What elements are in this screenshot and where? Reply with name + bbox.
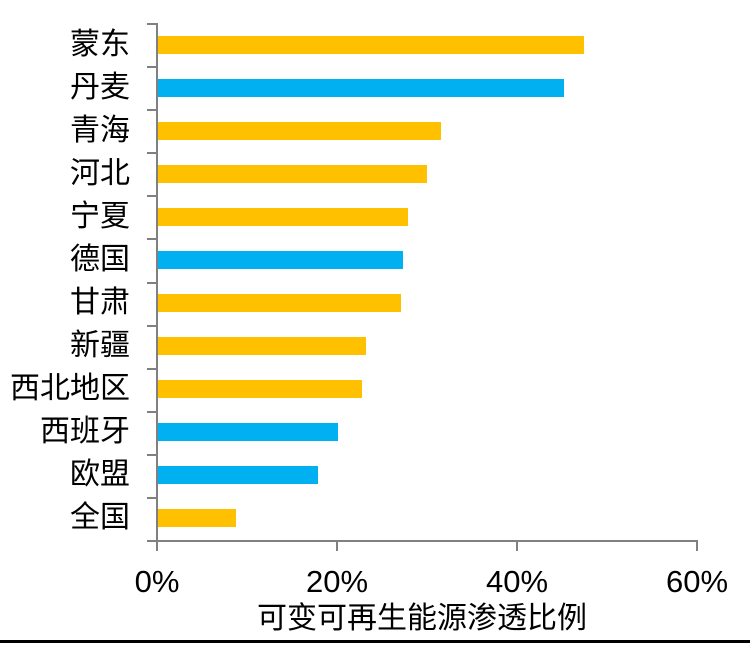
x-tick-label: 20% bbox=[305, 564, 369, 599]
x-axis-tick bbox=[156, 542, 158, 551]
y-axis-tick bbox=[147, 540, 156, 542]
category-label: 西班牙 bbox=[40, 415, 130, 448]
x-tick-label: 40% bbox=[485, 564, 549, 599]
bar bbox=[158, 36, 584, 54]
category-label: 新疆 bbox=[70, 329, 130, 362]
bar bbox=[158, 251, 403, 269]
y-axis-tick bbox=[147, 411, 156, 413]
y-axis-tick bbox=[147, 195, 156, 197]
y-axis-tick bbox=[147, 325, 156, 327]
category-label: 丹麦 bbox=[70, 71, 130, 104]
y-axis-tick bbox=[147, 282, 156, 284]
category-label: 蒙东 bbox=[70, 28, 130, 61]
y-axis-tick bbox=[147, 152, 156, 154]
category-label: 宁夏 bbox=[70, 200, 130, 233]
x-axis-tick bbox=[696, 542, 698, 551]
bottom-rule bbox=[0, 640, 750, 643]
y-axis-tick bbox=[147, 368, 156, 370]
bar bbox=[158, 423, 338, 441]
category-label: 欧盟 bbox=[70, 458, 130, 491]
bar bbox=[158, 122, 441, 140]
bar bbox=[158, 466, 318, 484]
x-axis-title: 可变可再生能源渗透比例 bbox=[257, 602, 587, 635]
y-axis-tick bbox=[147, 109, 156, 111]
category-label: 青海 bbox=[70, 114, 130, 147]
bar bbox=[158, 380, 362, 398]
category-label: 全国 bbox=[70, 501, 130, 534]
bar bbox=[158, 337, 366, 355]
category-label: 西北地区 bbox=[10, 372, 130, 405]
x-axis-tick bbox=[516, 542, 518, 551]
bar bbox=[158, 79, 564, 97]
x-axis-tick bbox=[336, 542, 338, 551]
y-axis-tick bbox=[147, 238, 156, 240]
category-label: 河北 bbox=[70, 157, 130, 190]
category-label: 德国 bbox=[70, 243, 130, 276]
y-axis-tick bbox=[147, 497, 156, 499]
x-tick-label: 0% bbox=[134, 564, 180, 599]
category-label: 甘肃 bbox=[70, 286, 130, 319]
y-axis-tick bbox=[147, 23, 156, 25]
y-axis-tick bbox=[147, 454, 156, 456]
x-axis-line bbox=[156, 540, 698, 542]
y-axis-line bbox=[156, 23, 158, 542]
bar bbox=[158, 208, 408, 226]
x-tick-label: 60% bbox=[665, 564, 729, 599]
y-axis-tick bbox=[147, 66, 156, 68]
bar bbox=[158, 294, 401, 312]
bar bbox=[158, 509, 236, 527]
bar bbox=[158, 165, 427, 183]
